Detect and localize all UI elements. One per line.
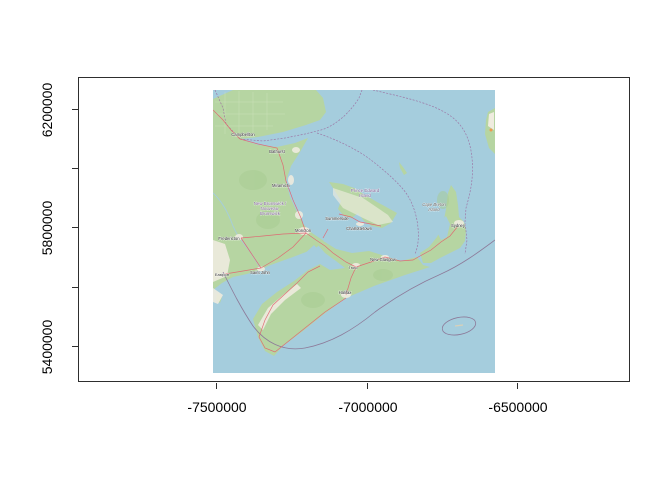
y-tick-3 — [72, 227, 78, 229]
map-svg: New Brunswick / Nouveau- Brunswick Princ… — [213, 90, 495, 373]
sable-island-limit — [441, 316, 477, 336]
label-charlottetown: Charlottetown — [346, 226, 373, 231]
boundary-pei-arc — [316, 132, 419, 255]
x-tick-2 — [367, 383, 369, 389]
y-tick-label-2: 5800000 — [39, 200, 55, 256]
landmass-cape-breton — [420, 185, 466, 263]
plot-border-box — [78, 77, 630, 382]
y-tick-label-3: 5400000 — [39, 319, 55, 375]
x-tick-label-1: -7500000 — [187, 399, 247, 415]
territorial-sea-line — [222, 239, 495, 350]
label-campbellton: Campbellton — [231, 132, 255, 137]
label-cape-breton-2: Island — [428, 207, 440, 212]
label-sydney: Sydney — [451, 223, 466, 228]
sable-island — [454, 324, 464, 327]
beige-patches — [213, 147, 464, 330]
label-eastport: Eastport — [215, 273, 230, 277]
label-saint-john: Saint John — [250, 270, 270, 275]
label-moncton: Moncton — [295, 228, 312, 233]
bras-dor-lake — [437, 216, 450, 240]
label-truro: Truro — [349, 266, 358, 270]
label-new-glasgow: New Glasgow — [370, 257, 397, 262]
y-tick-5 — [72, 346, 78, 348]
label-cape-breton-1: Cape Breton — [422, 202, 446, 207]
y-tick-2 — [72, 168, 78, 170]
label-new-brunswick-3: Brunswick — [260, 211, 281, 216]
boundary-qc-nb — [214, 90, 241, 140]
newfoundland-beige-patch — [488, 112, 494, 130]
road-network — [213, 109, 459, 353]
label-pei-1: Prince Edward — [351, 188, 380, 193]
x-tick-3 — [517, 383, 519, 389]
x-tick-label-3: -6500000 — [488, 399, 548, 415]
landmass-nova-scotia — [253, 239, 430, 356]
chignecto-bay-water — [283, 245, 320, 274]
landmass-magdalen-islands — [399, 162, 407, 175]
boundary-dashed-lines — [214, 90, 473, 255]
landuse-grid-texture — [215, 91, 285, 134]
label-bathurst: Bathurst — [269, 149, 285, 154]
label-halifax: Halifax — [339, 290, 353, 295]
map-image: New Brunswick / Nouveau- Brunswick Princ… — [213, 90, 495, 373]
newfoundland-town-dot — [489, 128, 493, 132]
boundary-gulf-east — [372, 90, 473, 255]
boundary-solid-lines — [222, 239, 495, 350]
x-tick-1 — [216, 383, 218, 389]
saint-john-river — [213, 192, 262, 270]
label-new-brunswick-2: Nouveau- — [260, 206, 280, 211]
forest-patches — [239, 170, 449, 308]
label-miramichi: Miramichi — [272, 183, 290, 188]
y-tick-4 — [72, 287, 78, 289]
label-fredericton: Fredericton — [218, 236, 240, 241]
boundary-chaleur-bay — [239, 90, 363, 142]
y-tick-label-1: 6200000 — [39, 82, 55, 138]
label-pei-2: Island — [359, 193, 371, 198]
y-tick-1 — [72, 109, 78, 111]
x-tick-label-2: -7000000 — [338, 399, 398, 415]
label-new-brunswick-1: New Brunswick / — [254, 201, 287, 206]
label-summerside: Summerside — [325, 216, 349, 221]
